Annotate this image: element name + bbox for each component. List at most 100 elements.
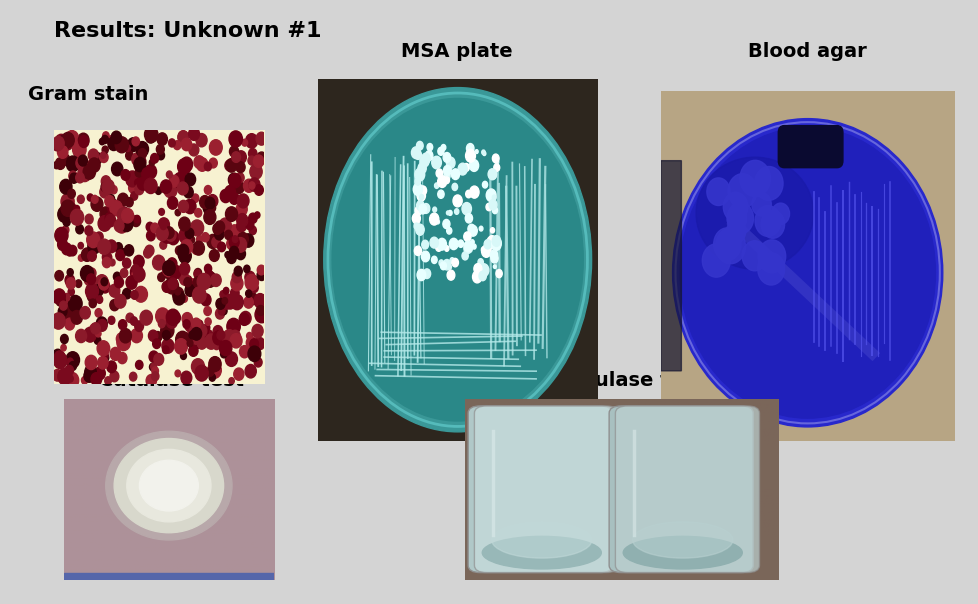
Circle shape	[180, 352, 186, 359]
Circle shape	[416, 185, 423, 196]
Circle shape	[220, 350, 227, 358]
Circle shape	[71, 214, 79, 223]
Circle shape	[422, 240, 428, 249]
Circle shape	[437, 147, 444, 155]
Circle shape	[436, 220, 439, 224]
Circle shape	[492, 207, 497, 214]
Circle shape	[435, 169, 442, 178]
Circle shape	[452, 184, 457, 190]
Circle shape	[174, 288, 181, 295]
Circle shape	[421, 251, 429, 262]
Circle shape	[160, 323, 174, 338]
Circle shape	[154, 353, 163, 365]
Circle shape	[70, 210, 83, 225]
Circle shape	[181, 371, 192, 384]
Circle shape	[197, 158, 207, 172]
Circle shape	[464, 232, 470, 242]
Circle shape	[60, 153, 69, 165]
Circle shape	[60, 301, 67, 310]
Circle shape	[214, 229, 224, 240]
Circle shape	[466, 244, 472, 252]
Circle shape	[98, 239, 111, 254]
Circle shape	[413, 184, 422, 196]
Circle shape	[89, 299, 96, 307]
Circle shape	[479, 226, 482, 231]
Circle shape	[240, 312, 250, 325]
Circle shape	[156, 226, 168, 240]
Circle shape	[115, 250, 124, 260]
Circle shape	[68, 245, 77, 256]
Circle shape	[429, 237, 438, 248]
Circle shape	[175, 370, 180, 377]
Circle shape	[492, 154, 499, 162]
Circle shape	[126, 449, 211, 522]
Circle shape	[156, 133, 167, 146]
Circle shape	[178, 272, 186, 281]
Circle shape	[412, 213, 420, 223]
Circle shape	[187, 339, 193, 347]
Circle shape	[254, 358, 262, 367]
Circle shape	[110, 300, 119, 310]
Circle shape	[207, 362, 221, 378]
Circle shape	[61, 135, 73, 150]
Circle shape	[482, 152, 485, 155]
Circle shape	[230, 288, 239, 298]
Circle shape	[72, 141, 86, 158]
Circle shape	[68, 288, 74, 295]
Circle shape	[173, 291, 184, 303]
Circle shape	[478, 271, 486, 281]
Circle shape	[240, 345, 249, 358]
Circle shape	[197, 324, 208, 338]
Circle shape	[472, 271, 481, 283]
Circle shape	[97, 320, 107, 331]
Circle shape	[75, 173, 84, 183]
Ellipse shape	[623, 536, 741, 569]
Circle shape	[95, 374, 102, 382]
Circle shape	[151, 223, 158, 233]
Circle shape	[105, 213, 113, 222]
Circle shape	[191, 327, 201, 340]
Circle shape	[222, 298, 227, 304]
Circle shape	[88, 158, 100, 172]
Circle shape	[247, 293, 257, 305]
Circle shape	[83, 164, 96, 179]
Circle shape	[234, 181, 244, 193]
Circle shape	[162, 346, 169, 353]
Circle shape	[53, 289, 66, 304]
Circle shape	[435, 243, 441, 251]
Circle shape	[216, 298, 225, 309]
Circle shape	[229, 146, 239, 157]
Circle shape	[193, 287, 205, 303]
Circle shape	[232, 236, 238, 242]
Circle shape	[464, 244, 470, 254]
Circle shape	[185, 228, 194, 239]
Circle shape	[217, 242, 225, 252]
Text: Catalase test: Catalase test	[99, 371, 244, 390]
Circle shape	[243, 234, 253, 247]
Circle shape	[418, 167, 422, 173]
FancyBboxPatch shape	[608, 406, 752, 573]
Circle shape	[107, 361, 116, 373]
Circle shape	[104, 252, 111, 262]
Circle shape	[100, 186, 110, 198]
Circle shape	[225, 185, 236, 198]
Circle shape	[229, 236, 239, 248]
Circle shape	[95, 232, 103, 242]
Circle shape	[145, 126, 157, 143]
Circle shape	[184, 244, 190, 251]
Circle shape	[144, 178, 156, 193]
Circle shape	[126, 276, 137, 289]
Circle shape	[144, 248, 152, 258]
Circle shape	[101, 278, 108, 286]
Circle shape	[229, 246, 239, 257]
Circle shape	[142, 168, 153, 181]
Circle shape	[151, 153, 158, 163]
Circle shape	[462, 252, 467, 260]
Circle shape	[242, 139, 247, 146]
Circle shape	[115, 217, 128, 233]
Circle shape	[81, 248, 93, 262]
Circle shape	[68, 295, 82, 312]
Circle shape	[168, 139, 175, 147]
Circle shape	[232, 272, 242, 283]
Circle shape	[160, 227, 174, 243]
